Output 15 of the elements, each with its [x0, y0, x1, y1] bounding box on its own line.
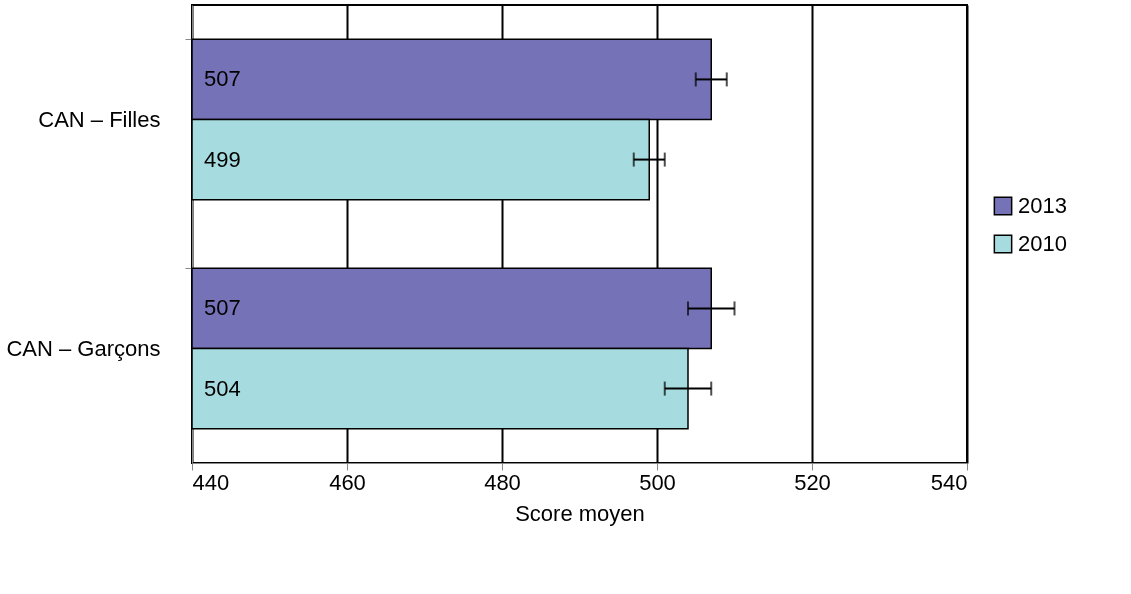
data-label: 504	[204, 375, 241, 401]
y-tick-label: CAN – Filles	[38, 106, 161, 132]
data-label: 507	[204, 66, 241, 92]
x-tick-label: 440	[192, 469, 230, 495]
legend-label: 2013	[1018, 193, 1067, 218]
x-tick-label: 460	[329, 469, 366, 495]
x-tick-label: 500	[639, 469, 676, 495]
data-label: 507	[204, 295, 241, 321]
x-axis-title: Score moyen	[515, 500, 645, 526]
x-tick-label: 540	[930, 469, 968, 495]
legend-label: 2010	[1018, 231, 1067, 256]
data-label: 499	[204, 146, 241, 172]
y-tick-label: CAN – Garçons	[6, 335, 161, 361]
x-tick-label: 480	[484, 469, 521, 495]
x-tick-label: 520	[794, 469, 831, 495]
